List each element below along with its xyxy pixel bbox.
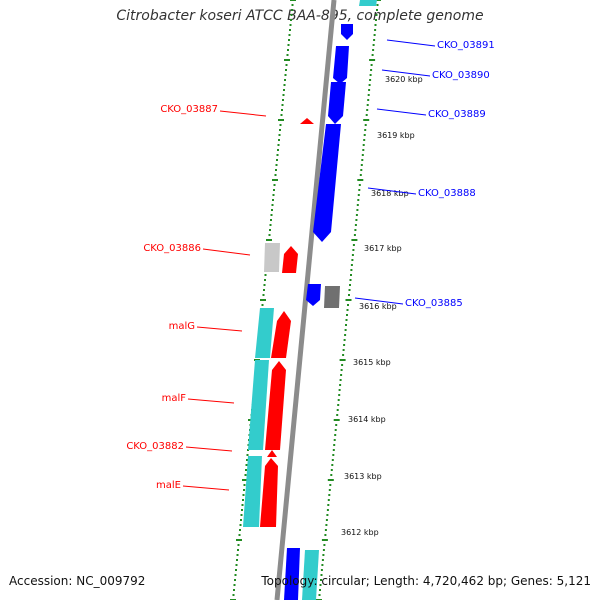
gene-cko-03886-feature[interactable] — [282, 246, 298, 273]
gene-cko-03882-feature[interactable] — [267, 450, 277, 457]
tick-label: 3616 kbp — [359, 302, 397, 311]
left-gene-labels: CKO_03887 CKO_03886 malG malF CKO_03882 … — [126, 104, 267, 491]
gene-malf-feature[interactable] — [265, 361, 286, 450]
gene-label-male[interactable]: malE — [156, 480, 181, 491]
gene-label-cko-03887[interactable]: CKO_03887 — [160, 104, 218, 115]
forward-strand-features — [243, 118, 314, 527]
gene-label-malg[interactable]: malG — [169, 321, 195, 332]
gene-label-cko-03890[interactable]: CKO_03890 — [432, 70, 490, 81]
gene-cko-03889-feature[interactable] — [328, 82, 346, 124]
gene-cko-03888-feature[interactable] — [313, 124, 341, 242]
gene-label-malf[interactable]: malF — [162, 393, 187, 404]
gene-bottom-cyan-feature[interactable] — [302, 550, 319, 600]
topology-text: Topology: circular; Length: 4,720,462 bp… — [261, 574, 591, 588]
gene-bottom-blue-feature[interactable] — [284, 548, 300, 600]
tick-label: 3618 kbp — [371, 189, 409, 198]
tick-label: 3617 kbp — [364, 244, 402, 253]
tick-label: 3615 kbp — [353, 358, 391, 367]
gene-male-feature[interactable] — [260, 458, 278, 527]
tick-label: 3613 kbp — [344, 472, 382, 481]
gene-top-cyan-feature[interactable] — [359, 0, 377, 6]
tick-label: 3619 kbp — [377, 131, 415, 140]
gene-malg-feature[interactable] — [271, 311, 291, 358]
gene-cko-03890-feature[interactable] — [333, 46, 349, 84]
gene-label-cko-03891[interactable]: CKO_03891 — [437, 40, 495, 51]
tick-label: 3612 kbp — [341, 528, 379, 537]
rna-cyan-1-feature[interactable] — [255, 308, 274, 358]
gene-label-cko-03888[interactable]: CKO_03888 — [418, 188, 476, 199]
rna-cyan-3-feature[interactable] — [243, 456, 262, 527]
gene-cko-03891-feature[interactable] — [341, 24, 353, 40]
rna-cyan-2-feature[interactable] — [248, 360, 269, 450]
gene-label-cko-03882[interactable]: CKO_03882 — [126, 441, 184, 452]
gene-cko-03886-gray-feature[interactable] — [264, 243, 280, 272]
accession-text: Accession: NC_009792 — [9, 574, 146, 588]
gene-cko-03887-feature[interactable] — [300, 118, 314, 124]
tick-label: 3620 kbp — [385, 75, 423, 84]
gene-cko-03885-feature[interactable] — [306, 284, 321, 306]
guide-lines — [230, 0, 381, 600]
right-gene-labels: CKO_03891 CKO_03890 CKO_03889 CKO_03888 … — [354, 39, 495, 309]
tick-labels: 3620 kbp 3619 kbp 3618 kbp 3617 kbp 3616… — [341, 75, 423, 537]
genome-backbone — [274, 0, 337, 600]
tick-label: 3614 kbp — [348, 415, 386, 424]
map-title: Citrobacter koseri ATCC BAA-895, complet… — [116, 8, 484, 24]
reverse-strand-features — [284, 0, 377, 600]
gene-adjacent-gray-feature[interactable] — [324, 286, 340, 308]
gene-label-cko-03889[interactable]: CKO_03889 — [428, 109, 486, 120]
gene-label-cko-03885[interactable]: CKO_03885 — [405, 298, 463, 309]
gene-label-cko-03886[interactable]: CKO_03886 — [143, 243, 201, 254]
